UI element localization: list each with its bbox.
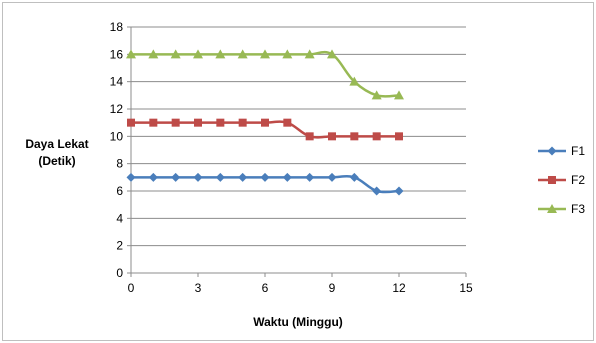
data-point-F1 <box>327 172 337 182</box>
data-point-F3 <box>126 49 136 59</box>
x-tick-label: 15 <box>459 281 473 295</box>
y-tick-label: 8 <box>116 157 123 171</box>
data-point-F2 <box>350 132 359 141</box>
gridlines <box>131 26 466 247</box>
x-tick-labels: 0 3 6 9 12 15 <box>128 281 473 295</box>
data-point-F2 <box>372 132 381 141</box>
legend-item-F1: F1 <box>538 144 585 158</box>
x-tick-label: 0 <box>128 281 135 295</box>
y-tick-label: 0 <box>116 266 123 280</box>
y-tick-label: 18 <box>110 20 124 34</box>
y-tick-label: 12 <box>110 102 124 116</box>
data-point-F3 <box>371 90 382 100</box>
legend: F1 F2 F3 <box>538 144 585 216</box>
data-point-F3 <box>215 49 226 59</box>
data-point-F1 <box>372 186 382 196</box>
legend-swatch-marker <box>547 146 557 156</box>
x-axis-title: Waktu (Minggu) <box>253 315 343 329</box>
x-tick-label: 9 <box>329 281 336 295</box>
data-point-F3 <box>349 76 360 86</box>
data-point-F1 <box>260 172 270 182</box>
data-point-F2 <box>194 118 202 127</box>
data-point-F1 <box>126 172 136 182</box>
series-F2 <box>127 118 403 141</box>
legend-label: F2 <box>571 173 585 187</box>
data-point-F1 <box>394 186 404 196</box>
data-point-F1 <box>349 172 359 182</box>
data-point-F2 <box>328 132 336 141</box>
y-tick-label: 16 <box>110 47 124 61</box>
axes <box>127 26 467 277</box>
data-point-F2 <box>395 132 403 141</box>
y-tick-label: 10 <box>110 129 124 143</box>
x-tick-label: 6 <box>262 281 269 295</box>
legend-label: F3 <box>571 202 585 216</box>
legend-item-F2: F2 <box>538 173 585 187</box>
y-tick-labels: 0 2 4 6 8 10 12 14 16 18 <box>110 20 124 280</box>
data-point-F1 <box>193 172 203 182</box>
data-point-F3 <box>260 49 270 59</box>
y-axis-title-line-2: (Detik) <box>38 154 75 168</box>
data-point-F1 <box>305 172 315 182</box>
legend-label: F1 <box>571 144 585 158</box>
x-tick-label: 12 <box>392 281 406 295</box>
y-axis-title-line-1: Daya Lekat <box>25 137 88 151</box>
legend-swatch-marker <box>547 204 557 213</box>
data-point-F3 <box>148 49 159 59</box>
data-point-F2 <box>261 118 269 127</box>
data-point-F3 <box>394 90 404 100</box>
data-point-F1 <box>215 172 225 182</box>
data-point-F3 <box>304 49 315 59</box>
y-tick-label: 14 <box>110 75 124 89</box>
data-point-F1 <box>282 172 292 182</box>
data-point-F3 <box>237 49 248 59</box>
series-F1 <box>126 172 404 196</box>
data-point-F3 <box>193 49 203 59</box>
data-point-F3 <box>282 49 293 59</box>
data-point-F2 <box>171 118 180 127</box>
data-point-F3 <box>170 49 181 59</box>
data-point-F1 <box>171 172 181 182</box>
y-tick-label: 4 <box>116 211 123 225</box>
series-group <box>126 49 404 196</box>
data-point-F3 <box>327 49 337 59</box>
data-point-F2 <box>149 118 158 127</box>
y-tick-label: 2 <box>116 239 123 253</box>
data-point-F2 <box>305 132 314 141</box>
data-point-F2 <box>216 118 225 127</box>
data-point-F1 <box>148 172 158 182</box>
series-line-F3 <box>131 50 400 98</box>
x-tick-label: 3 <box>195 281 202 295</box>
data-point-F1 <box>238 172 248 182</box>
y-tick-label: 6 <box>116 184 123 198</box>
data-point-F2 <box>283 118 292 127</box>
legend-swatch-marker <box>548 176 556 184</box>
data-point-F2 <box>127 118 135 127</box>
data-point-F2 <box>238 118 247 127</box>
legend-item-F3: F3 <box>538 202 585 216</box>
series-F3 <box>126 49 404 100</box>
